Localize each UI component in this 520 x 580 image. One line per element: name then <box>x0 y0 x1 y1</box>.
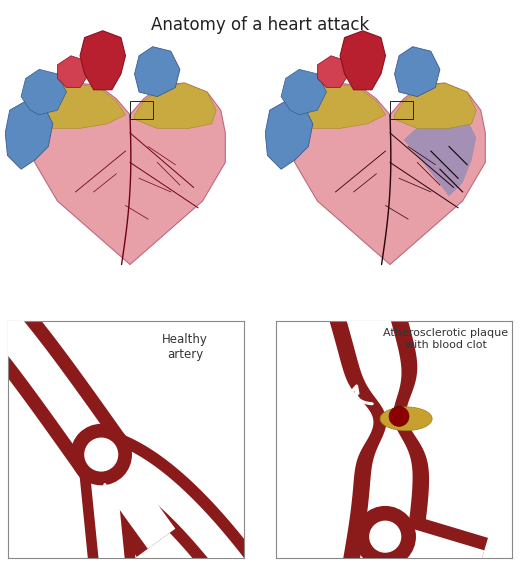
Polygon shape <box>0 290 175 549</box>
Polygon shape <box>80 31 125 90</box>
Polygon shape <box>299 83 385 128</box>
Polygon shape <box>395 46 440 97</box>
Text: Anatomy of a heart attack: Anatomy of a heart attack <box>151 16 369 34</box>
Polygon shape <box>377 509 488 580</box>
Polygon shape <box>135 46 180 97</box>
Polygon shape <box>339 529 408 580</box>
Polygon shape <box>77 452 137 575</box>
Circle shape <box>355 506 416 567</box>
Polygon shape <box>94 430 276 580</box>
Polygon shape <box>35 83 225 264</box>
Text: Healthy
artery: Healthy artery <box>162 333 208 361</box>
Circle shape <box>71 424 132 485</box>
Polygon shape <box>88 454 126 574</box>
Polygon shape <box>340 31 385 90</box>
Polygon shape <box>295 83 485 264</box>
Circle shape <box>369 521 401 553</box>
Polygon shape <box>5 101 53 169</box>
Text: Atherosclerotic plaque
with blood clot: Atherosclerotic plaque with blood clot <box>383 328 509 350</box>
Polygon shape <box>349 532 398 580</box>
Polygon shape <box>281 70 327 115</box>
Polygon shape <box>21 70 67 115</box>
Polygon shape <box>39 83 125 128</box>
Polygon shape <box>404 110 476 197</box>
Polygon shape <box>97 441 267 580</box>
Polygon shape <box>381 522 484 580</box>
Polygon shape <box>57 56 89 88</box>
Polygon shape <box>395 83 476 128</box>
Polygon shape <box>317 56 349 88</box>
Circle shape <box>84 437 118 472</box>
Polygon shape <box>265 101 313 169</box>
Polygon shape <box>345 303 412 573</box>
Ellipse shape <box>380 407 432 430</box>
Circle shape <box>389 407 409 426</box>
Polygon shape <box>0 281 187 557</box>
Polygon shape <box>135 83 216 128</box>
Polygon shape <box>329 299 429 576</box>
